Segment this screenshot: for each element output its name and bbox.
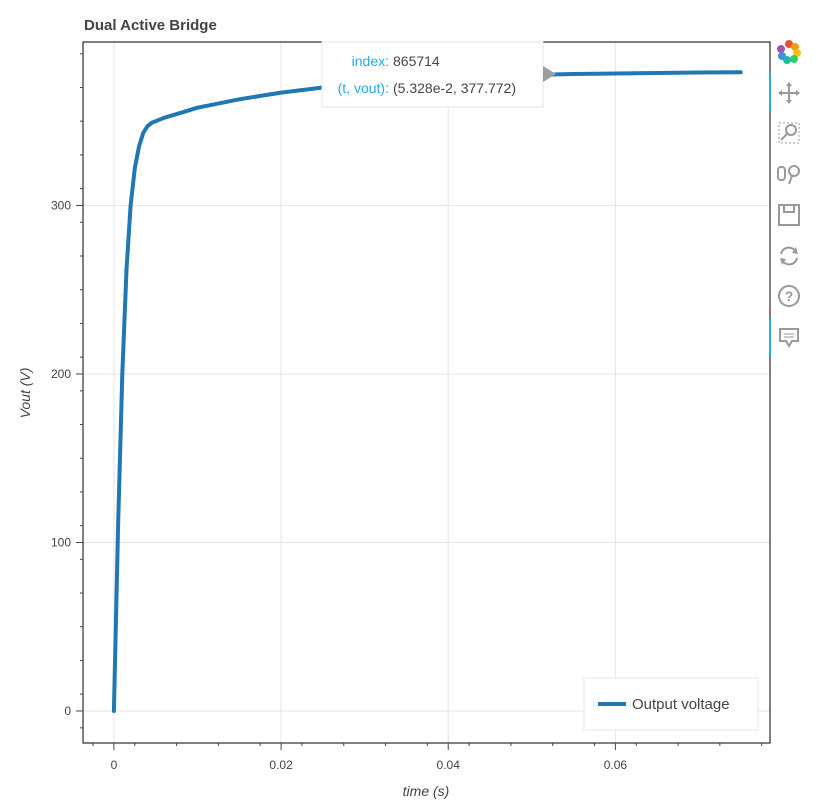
tooltip-index-value: 865714: [393, 53, 440, 69]
svg-text:?: ?: [785, 288, 794, 304]
box-zoom-icon[interactable]: [778, 122, 800, 144]
series-line-output-voltage: [111, 70, 743, 713]
x-axis-label: time (s): [403, 783, 450, 799]
y-tick-label: 100: [51, 535, 71, 549]
hover-active-indicator: [769, 318, 771, 356]
chart-title: Dual Active Bridge: [84, 17, 217, 34]
bokeh-logo-icon[interactable]: [777, 40, 801, 64]
tooltip-box: [321, 41, 544, 108]
x-tick-label: 0.04: [437, 758, 461, 772]
y-axis-label: Vout (V): [17, 368, 33, 419]
tooltip-pointer: [543, 66, 556, 82]
y-tick-label: 0: [64, 704, 71, 718]
save-icon[interactable]: [778, 204, 800, 226]
grid: [83, 42, 770, 743]
toolbar: ?: [769, 40, 801, 356]
hover-icon[interactable]: [779, 328, 799, 348]
x-tick-label: 0.06: [604, 758, 628, 772]
series-group: [111, 70, 743, 713]
y-tick-label: 200: [51, 367, 71, 381]
wheel-zoom-icon[interactable]: [777, 165, 800, 185]
plot-frame: [82, 41, 771, 744]
x-axis: 0 0.02 0.04 0.06: [92, 743, 763, 772]
legend: Output voltage: [583, 677, 759, 731]
tooltip-point-label: (t, vout):: [338, 80, 389, 96]
x-tick-label: 0: [111, 758, 118, 772]
reset-icon[interactable]: [780, 246, 798, 266]
pan-icon[interactable]: [778, 82, 800, 104]
hover-tooltip: index: 865714 (t, vout): (5.328e-2, 377.…: [321, 41, 556, 108]
help-icon[interactable]: ?: [778, 285, 800, 307]
pan-active-indicator: [769, 73, 771, 111]
legend-label: Output voltage: [632, 696, 730, 713]
tooltip-index-label: index:: [352, 53, 389, 69]
x-tick-label: 0.02: [269, 758, 293, 772]
y-axis: 0 100 200 300: [51, 53, 83, 729]
tooltip-point-value: (5.328e-2, 377.772): [393, 80, 516, 96]
y-tick-label: 300: [51, 198, 71, 212]
